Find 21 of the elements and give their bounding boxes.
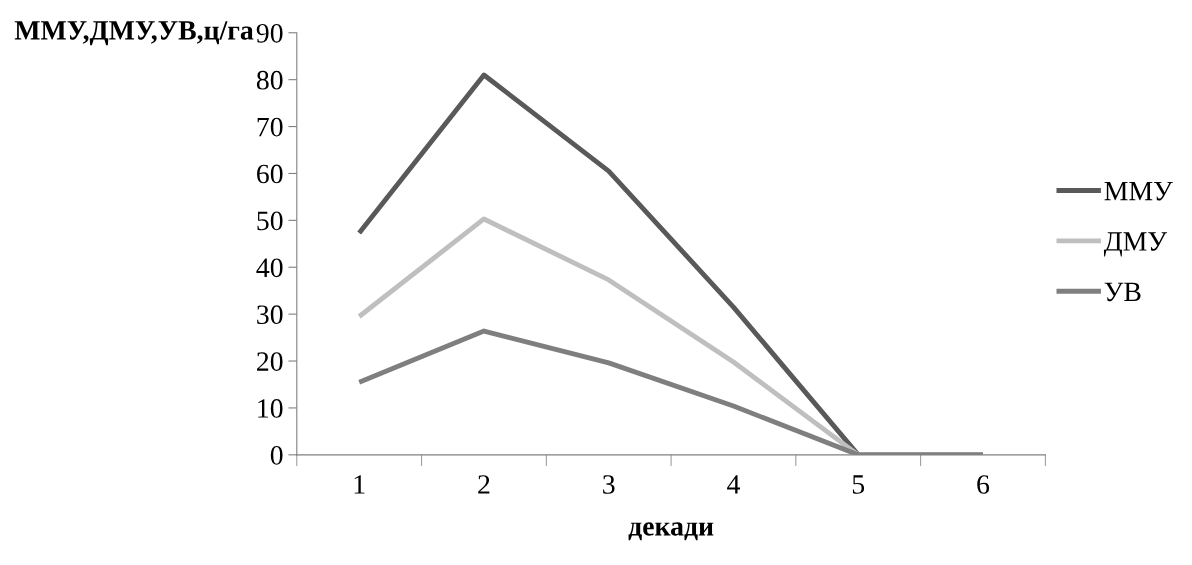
y-tick-label: 30 <box>257 305 283 325</box>
x-axis-title: декади <box>628 522 714 541</box>
y-tick-label: 40 <box>256 258 283 278</box>
y-axis-title: ММУ,ДМУ,УВ,ц/га <box>14 21 254 46</box>
x-tick-label: 6 <box>977 475 990 494</box>
x-tick-label: 2 <box>478 475 490 494</box>
x-tick-label: 1 <box>354 475 365 494</box>
legend-label: ДМУ <box>1103 232 1168 257</box>
legend-label: УВ <box>1104 282 1141 302</box>
y-tick-label: 0 <box>270 445 283 465</box>
y-tick-label: 10 <box>258 399 283 418</box>
x-tick-label: 4 <box>727 475 740 494</box>
x-tick-label: 5 <box>852 475 865 494</box>
y-tick-label: 90 <box>256 23 283 43</box>
legend-label: ММУ <box>1104 182 1173 201</box>
y-tick-label: 70 <box>257 117 283 137</box>
y-tick-label: 60 <box>257 164 283 184</box>
x-tick-label: 3 <box>603 475 615 494</box>
y-tick-label: 50 <box>257 211 283 231</box>
y-tick-label: 20 <box>257 352 283 371</box>
y-tick-label: 80 <box>256 70 283 90</box>
